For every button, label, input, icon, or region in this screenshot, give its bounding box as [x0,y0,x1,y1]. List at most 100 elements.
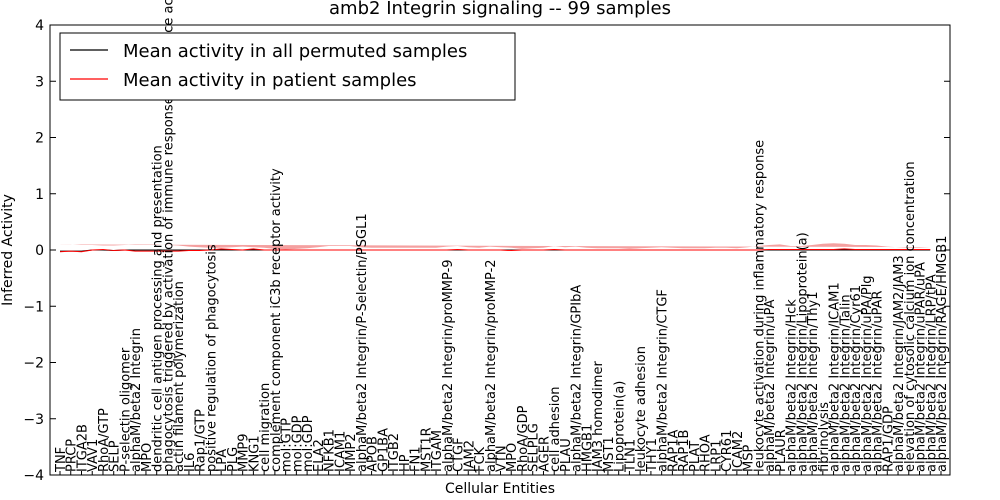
x-tick-label: PRCP [65,439,80,472]
x-tick-label: cell migration [258,383,273,472]
x-tick-label: LRP1 [709,440,724,472]
x-tick-label: cell adhesion [548,386,563,472]
x-tick-label: SELP [108,440,123,472]
x-tick-label: MPO [140,443,155,472]
legend-permuted-label: Mean activity in all permuted samples [123,41,467,62]
x-tick-label: MPO [505,443,520,472]
x-tick-label: alphaM/beta2 Integrin/Cyr61 [849,285,864,472]
x-tick-label: elevation of cytosolic calcium ion conce… [903,161,918,472]
x-tick-label: alphaM/beta2 Integrin/uPA/Plg [860,275,875,472]
x-tick-label: alphaM/beta2 Integrin/Talin [838,294,853,472]
x-tick-label: alphaM/beta2 Integrin/proMMP-9 [441,259,456,472]
x-tick-label: FCK [473,446,488,472]
x-tick-label: ICAM2 [731,431,746,472]
x-tick-labels: TNFPRCPITGA2BVAV1RhoA/GTPSELPP-selectin … [54,0,950,475]
x-tick-label: PLAUR [774,429,789,472]
x-tick-label: ITGA2B [75,424,90,472]
chart-title: amb2 Integrin signaling -- 99 samples [329,0,671,19]
x-tick-label: complement component iC3b receptor activ… [269,168,284,472]
x-tick-label: positive regulation of phagocytosis [204,244,219,472]
x-tick-label: VTN [495,445,510,472]
x-tick-label: mol:GDP [301,415,316,472]
x-axis-label: Cellular Entities [445,481,555,497]
x-tick-label: PLAU [559,438,574,472]
y-tick-label: 4 [35,18,44,34]
x-tick-label: Rap1/GTP [194,409,209,472]
legend-patient-label: Mean activity in patient samples [123,70,417,91]
x-tick-label: alphaM/beta2 Integrin/RAGE/HMGB1 [935,236,950,472]
x-tick-label: phagocytosis triggered by activation of … [161,0,176,472]
patient-mean-line [59,248,931,253]
x-tick-label: alphaM/beta2 Integrin/Hck [785,299,800,472]
x-tick-label: MMP9 [237,433,252,472]
y-tick-label: −1 [23,299,44,315]
x-tick-label: AGER [537,436,552,472]
x-tick-label: alphaM/beta2 Integrin/P-Selectin/PSGL1 [355,213,370,472]
x-tick-label: LPA [215,449,230,472]
x-tick-label: GP1BA [376,428,391,472]
x-tick-label: Lipoprotein(a) [613,381,628,472]
x-tick-label: alphaM/beta2 Integrin/uPAR/uPA [914,262,929,472]
y-tick-label: −2 [23,356,44,372]
x-tick-label: actin filament polymerization [172,281,187,472]
x-tick-label: alphaM/beta2 Integrin/Lipoprotein(a) [795,232,810,472]
x-tick-label: alphaM/beta2 Integrin/uPAR [871,290,886,472]
x-tick-label: MST1R [419,427,434,472]
y-tick-label: 3 [35,74,44,90]
y-tick-label: −4 [23,468,44,484]
series-group [59,248,931,253]
y-tick-label: 2 [35,131,44,147]
x-tick-label: RHOA [699,434,714,472]
x-tick-label: KNG1 [247,435,262,472]
x-tick-label: alphaM/beta2 Integrin/GPIbA [570,285,585,472]
legend-box [59,32,516,101]
x-tick-label: RhoA/GTP [97,408,112,472]
plot-frame [49,24,951,476]
x-tick-label: alphaM/beta2 Integrin/ICAM1 [828,282,843,472]
x-tick-label: HP [398,454,413,472]
x-tick-label: TNF [54,447,69,473]
x-tick-label: PLG [226,447,241,472]
x-tick-label: fibrinolysis [817,402,832,472]
y-axis-label: Inferred Activity [0,194,16,306]
y-tick-label: 0 [35,243,44,259]
x-tick-label: CTGF [452,437,467,472]
x-tick-label: PLAT [688,441,703,472]
x-tick-label: ELA2 [312,439,327,472]
x-tick-label: JAM2 [462,440,477,473]
legend: Mean activity in all permuted samples Me… [59,32,516,101]
x-tick-label: dendritic cell antigen processing and pr… [151,145,166,472]
x-tick-label: APOB [366,436,381,472]
x-tick-label: TLN1 [623,439,638,473]
x-tick-label: leukocyte adhesion [634,346,649,472]
x-tick-label: mol:GTP [280,418,295,472]
x-tick-label: leukocyte activation during inflammatory… [752,140,767,472]
x-tick-label: alphaM/beta2 Integrin/LRP/tPA [924,274,939,472]
x-tick-label: alphaM/beta2 Integrin [129,328,144,472]
x-tick-label: MMP2 [344,433,359,472]
x-tick-label: SELPLG [527,423,542,472]
x-tick-label: alphaM/beta2 Integrin/Thy1 [806,291,821,472]
x-tick-label: ITGAM [430,430,445,472]
y-tick-label: 1 [35,187,44,203]
x-tick-label: RhoA/GDP [516,405,531,472]
x-tick-label: NFKB1 [323,429,338,472]
x-tick-label: HMGB1 [580,424,595,472]
x-tick-label: MSP [742,445,757,472]
x-tick-label: alphaM/beta2 Integrin/uPA [763,299,778,472]
x-tick-label: JAM3 homodimer [591,361,606,473]
x-tick-label: RAP1B [677,430,692,472]
x-tick-label: IL6 [183,453,198,472]
x-tick-label: MST1 [602,436,617,472]
x-tick-label: ICAM1 [333,431,348,472]
x-tick-label: CYR61 [720,430,735,472]
x-tick-label: alphaM/beta2 Integrin/proMMP-2 [484,259,499,472]
x-tick-label: VAV1 [86,439,101,472]
y-tick-label: −3 [23,412,44,428]
x-tick-label: RAP1A [666,429,681,472]
x-tick-label: P-selectin oligomer [118,347,133,472]
x-tick-label: alphaM/beta2 Integrin/JAM2/JAM3 [892,255,907,472]
x-tick-label: THY1 [645,438,660,473]
x-tick-label: alphaM/beta2 Integrin/CTGF [656,289,671,472]
